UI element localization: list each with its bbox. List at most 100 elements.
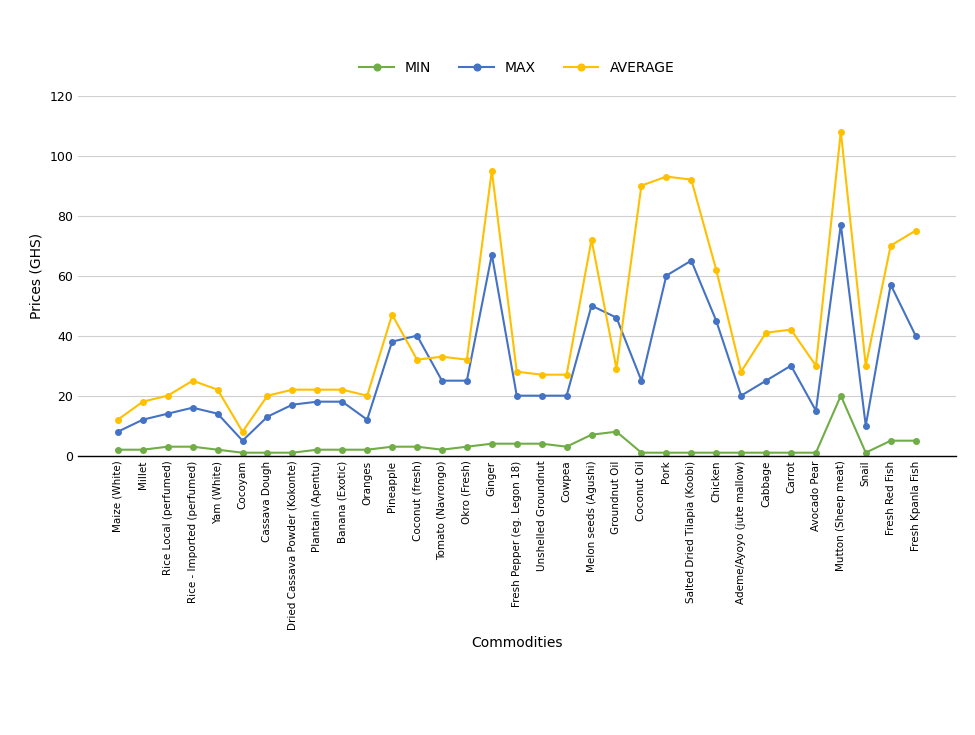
MAX <box>187 404 199 412</box>
MIN <box>112 445 124 454</box>
MAX <box>835 220 846 229</box>
MIN <box>735 448 747 457</box>
MIN <box>311 445 323 454</box>
MAX <box>610 313 622 322</box>
AVERAGE <box>486 166 497 175</box>
MIN <box>910 437 921 445</box>
AVERAGE <box>810 361 822 370</box>
MIN <box>660 448 672 457</box>
AVERAGE <box>461 355 473 364</box>
AVERAGE <box>311 385 323 394</box>
AVERAGE <box>511 368 523 376</box>
MAX <box>287 401 298 409</box>
AVERAGE <box>436 352 448 361</box>
MIN <box>162 442 174 451</box>
MAX <box>536 391 548 400</box>
AVERAGE <box>261 391 273 400</box>
MIN <box>885 437 897 445</box>
MIN <box>461 442 473 451</box>
MIN <box>187 442 199 451</box>
MAX <box>860 421 872 430</box>
MAX <box>237 437 249 445</box>
AVERAGE <box>760 329 772 337</box>
MIN <box>860 448 872 457</box>
MAX <box>810 406 822 415</box>
MIN <box>261 448 273 457</box>
MAX <box>436 376 448 385</box>
MAX <box>362 415 373 424</box>
MAX <box>136 415 148 424</box>
MAX <box>212 409 223 418</box>
AVERAGE <box>362 391 373 400</box>
MIN <box>511 440 523 448</box>
MIN <box>636 448 647 457</box>
AVERAGE <box>162 391 174 400</box>
AVERAGE <box>237 427 249 436</box>
AVERAGE <box>711 265 722 274</box>
MAX <box>586 301 598 310</box>
MAX <box>735 391 747 400</box>
MIN <box>835 391 846 400</box>
X-axis label: Commodities: Commodities <box>471 636 563 650</box>
MAX <box>311 397 323 406</box>
AVERAGE <box>411 355 423 364</box>
MIN <box>785 448 797 457</box>
AVERAGE <box>586 235 598 244</box>
MIN <box>711 448 722 457</box>
AVERAGE <box>112 415 124 424</box>
AVERAGE <box>660 172 672 181</box>
AVERAGE <box>785 325 797 334</box>
AVERAGE <box>610 365 622 373</box>
AVERAGE <box>136 397 148 406</box>
MIN <box>212 445 223 454</box>
MAX <box>910 331 921 340</box>
MAX <box>261 412 273 421</box>
MIN <box>362 445 373 454</box>
Legend: MIN, MAX, AVERAGE: MIN, MAX, AVERAGE <box>354 56 680 81</box>
Y-axis label: Prices (GHS): Prices (GHS) <box>29 232 44 319</box>
MAX <box>162 409 174 418</box>
MAX <box>660 271 672 280</box>
MIN <box>536 440 548 448</box>
AVERAGE <box>187 376 199 385</box>
Line: MAX: MAX <box>115 222 918 443</box>
MIN <box>436 445 448 454</box>
AVERAGE <box>685 175 697 184</box>
AVERAGE <box>735 368 747 376</box>
Line: AVERAGE: AVERAGE <box>115 129 918 434</box>
AVERAGE <box>636 182 647 190</box>
AVERAGE <box>910 226 921 235</box>
MAX <box>885 280 897 289</box>
MAX <box>336 397 348 406</box>
MAX <box>112 427 124 436</box>
MIN <box>561 442 572 451</box>
MAX <box>785 361 797 370</box>
MIN <box>287 448 298 457</box>
MAX <box>486 250 497 259</box>
MIN <box>136 445 148 454</box>
MAX <box>511 391 523 400</box>
AVERAGE <box>561 370 572 379</box>
AVERAGE <box>287 385 298 394</box>
AVERAGE <box>536 370 548 379</box>
MIN <box>610 427 622 436</box>
AVERAGE <box>212 385 223 394</box>
MAX <box>461 376 473 385</box>
AVERAGE <box>860 361 872 370</box>
MIN <box>810 448 822 457</box>
AVERAGE <box>386 310 398 319</box>
MIN <box>336 445 348 454</box>
MIN <box>685 448 697 457</box>
MAX <box>386 337 398 346</box>
MIN <box>386 442 398 451</box>
MAX <box>636 376 647 385</box>
MIN <box>760 448 772 457</box>
MAX <box>711 316 722 325</box>
MIN <box>486 440 497 448</box>
MAX <box>685 257 697 265</box>
MAX <box>561 391 572 400</box>
MAX <box>411 331 423 340</box>
AVERAGE <box>835 127 846 136</box>
MIN <box>237 448 249 457</box>
MAX <box>760 376 772 385</box>
